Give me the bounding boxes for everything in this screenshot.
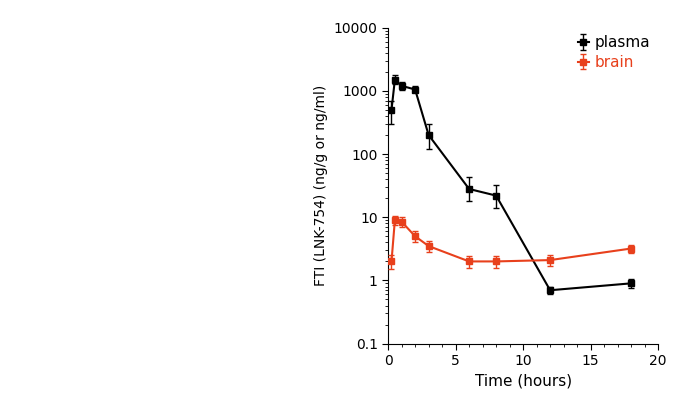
Legend: plasma, brain: plasma, brain bbox=[578, 35, 651, 70]
X-axis label: Time (hours): Time (hours) bbox=[475, 374, 572, 389]
Y-axis label: FTI (LNK-754) (ng/g or ng/ml): FTI (LNK-754) (ng/g or ng/ml) bbox=[315, 85, 328, 286]
